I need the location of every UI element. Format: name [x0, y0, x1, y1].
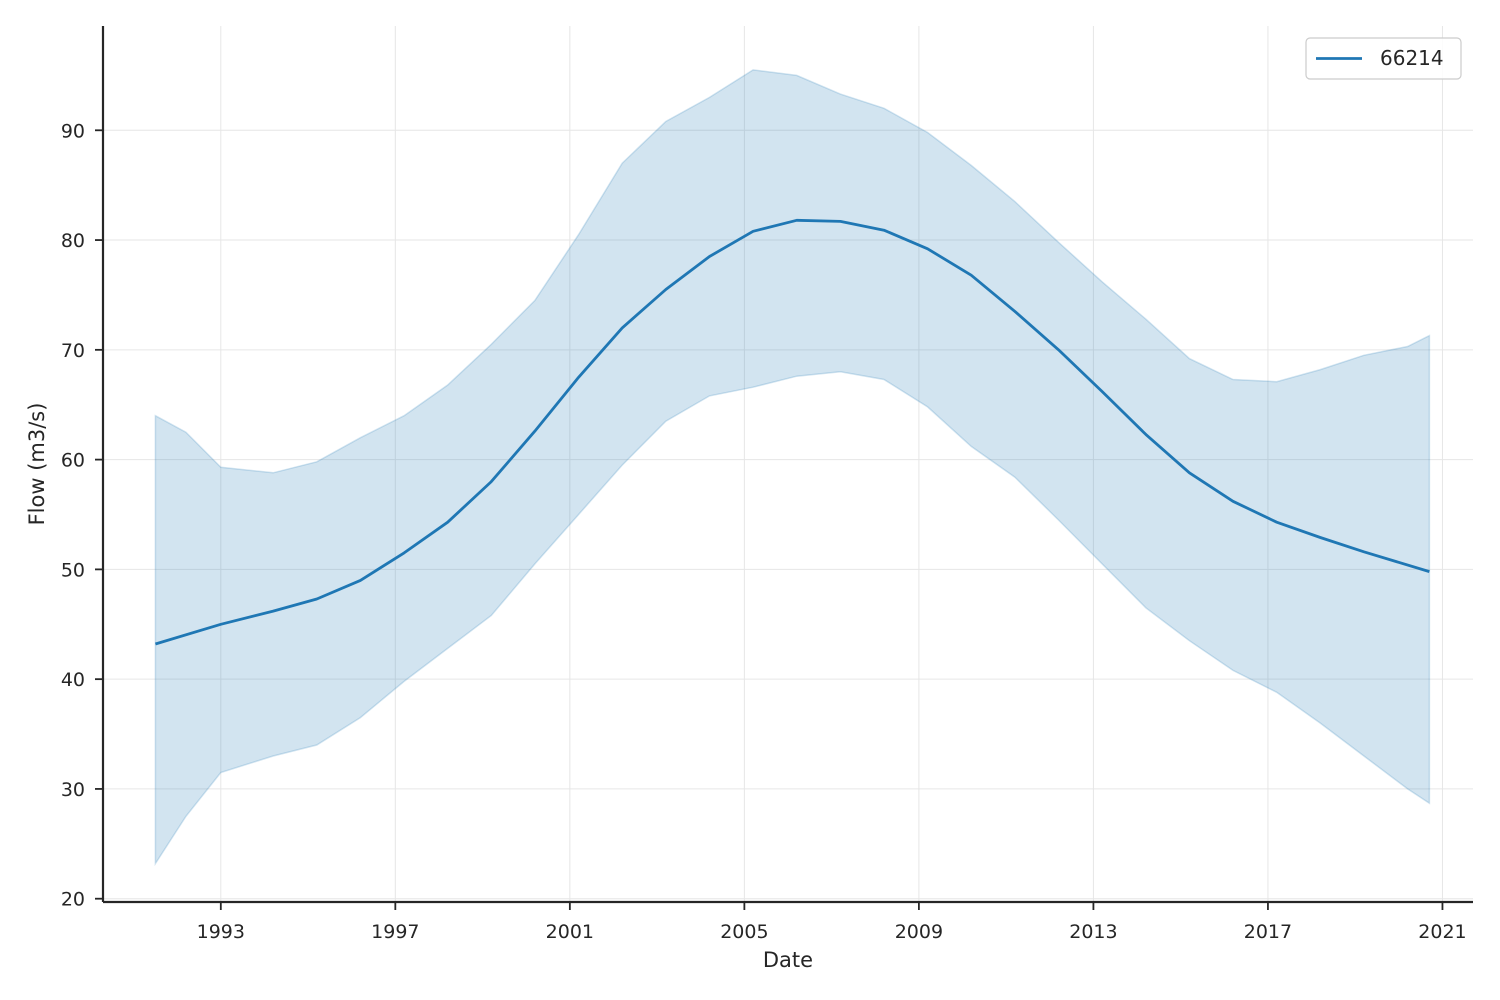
y-axis-label: Flow (m3/s): [25, 403, 49, 526]
x-tick-label: 2005: [720, 921, 768, 943]
y-tick-label: 80: [61, 230, 85, 252]
gridlines: [103, 26, 1473, 902]
x-tick-label: 1997: [371, 921, 419, 943]
legend-label-66214: 66214: [1380, 46, 1444, 70]
y-tick-label: 20: [61, 889, 85, 911]
legend: 66214: [1305, 37, 1462, 80]
x-tick-label: 2017: [1244, 921, 1292, 943]
x-tick-label: 2013: [1069, 921, 1117, 943]
x-tick-label: 2001: [546, 921, 594, 943]
y-tick-label: 90: [61, 120, 85, 142]
legend-box: [1305, 37, 1462, 80]
y-tick-label: 50: [61, 559, 85, 581]
tick-marks-and-labels: 1993 1997 2001 2005 2009 2013 2017 2021 20 30 40 50…: [61, 120, 1467, 943]
y-tick-label: 30: [61, 779, 85, 801]
x-axis-label: Date: [763, 948, 813, 972]
confidence-band: [154, 69, 1431, 867]
y-tick-label: 60: [61, 450, 85, 472]
x-tick-label: 1993: [197, 921, 245, 943]
series-line-66214: [154, 218, 1430, 646]
y-tick-label: 70: [61, 340, 85, 362]
axes: [101, 26, 1473, 904]
x-tick-label: 2021: [1418, 921, 1466, 943]
y-tick-label: 40: [61, 669, 85, 691]
x-tick-label: 2009: [895, 921, 943, 943]
